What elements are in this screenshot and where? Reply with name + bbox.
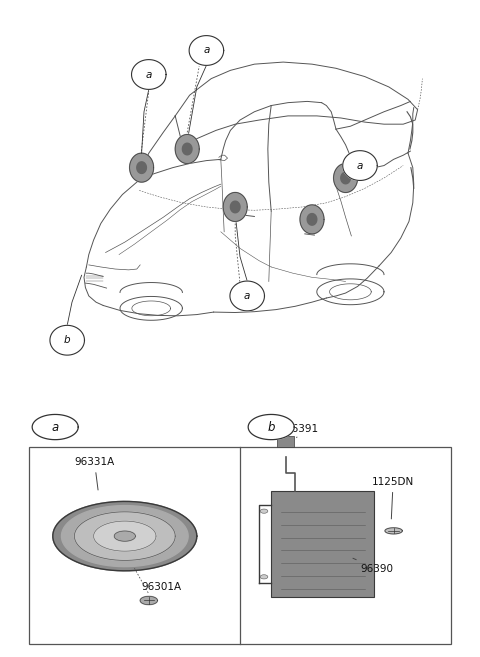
Polygon shape xyxy=(140,597,157,604)
Text: 96301A: 96301A xyxy=(142,582,182,597)
Polygon shape xyxy=(114,531,135,541)
Polygon shape xyxy=(32,415,78,440)
Polygon shape xyxy=(137,162,146,173)
Polygon shape xyxy=(341,172,350,184)
Polygon shape xyxy=(307,214,317,225)
Polygon shape xyxy=(94,521,156,551)
Text: 96391: 96391 xyxy=(286,424,319,438)
Text: a: a xyxy=(145,70,152,79)
Polygon shape xyxy=(248,415,294,440)
Polygon shape xyxy=(53,501,197,571)
Polygon shape xyxy=(385,528,402,534)
Polygon shape xyxy=(343,150,377,181)
Polygon shape xyxy=(182,143,192,155)
Polygon shape xyxy=(50,325,84,355)
Text: a: a xyxy=(244,291,251,301)
Polygon shape xyxy=(61,506,188,566)
Polygon shape xyxy=(334,164,358,193)
Circle shape xyxy=(260,509,268,513)
Text: a: a xyxy=(51,420,59,434)
Polygon shape xyxy=(230,281,264,311)
Text: a: a xyxy=(203,45,210,55)
Polygon shape xyxy=(175,135,199,164)
Polygon shape xyxy=(74,512,175,560)
Text: 1125DN: 1125DN xyxy=(372,477,414,519)
Text: 96390: 96390 xyxy=(353,558,393,574)
Polygon shape xyxy=(132,60,166,89)
Polygon shape xyxy=(130,153,154,182)
Text: 96331A: 96331A xyxy=(74,457,115,490)
Text: b: b xyxy=(64,335,71,345)
Bar xyxy=(29,447,451,644)
Bar xyxy=(271,491,374,597)
Polygon shape xyxy=(300,205,324,234)
Polygon shape xyxy=(230,201,240,213)
Bar xyxy=(277,436,294,447)
Circle shape xyxy=(260,575,268,579)
Text: a: a xyxy=(357,160,363,171)
Polygon shape xyxy=(223,193,247,221)
Polygon shape xyxy=(189,35,224,66)
Text: b: b xyxy=(267,420,275,434)
